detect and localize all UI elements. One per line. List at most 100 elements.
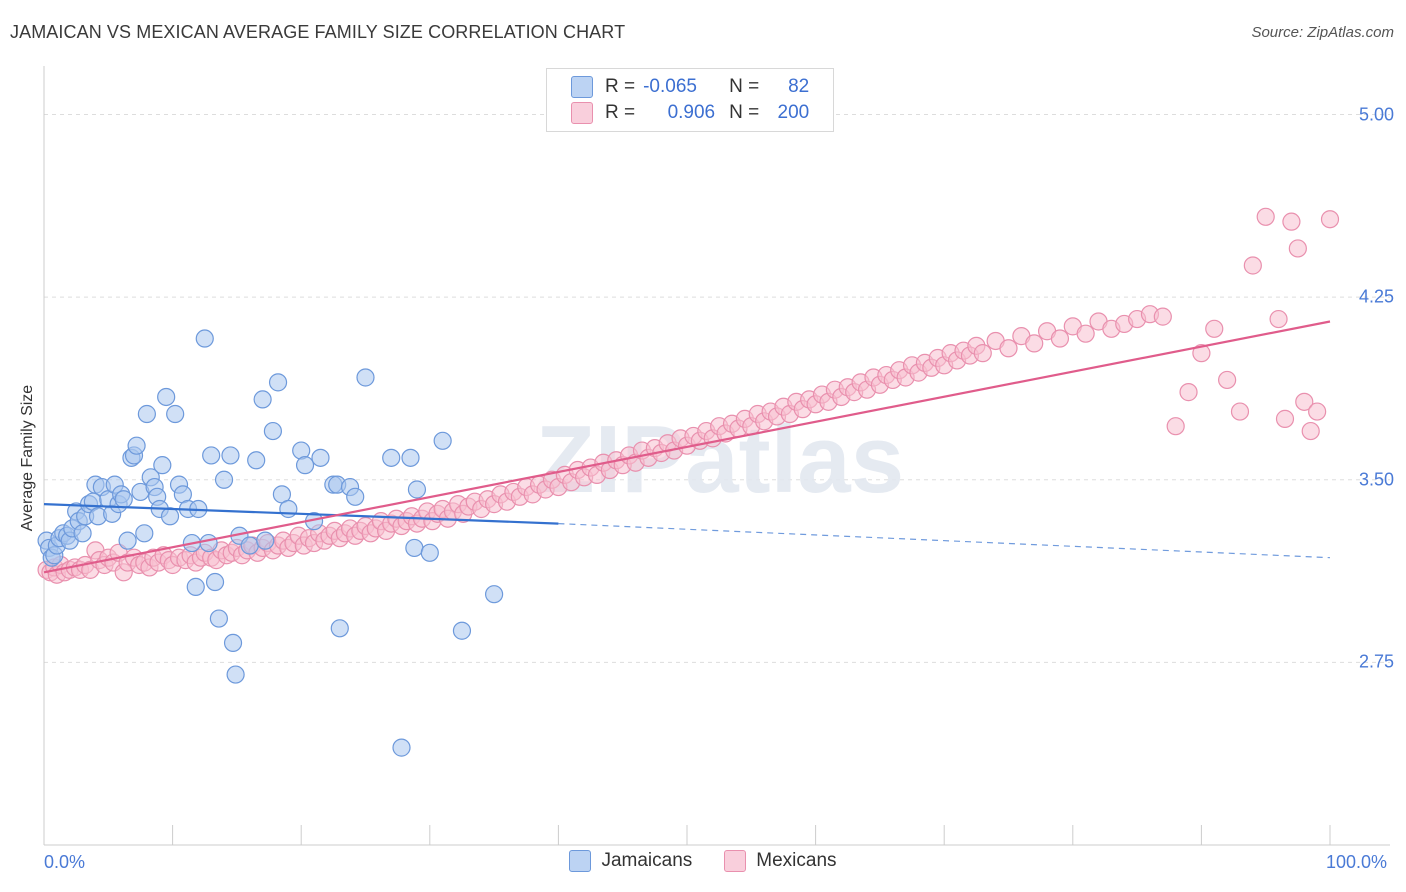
- jamaicans-point: [356, 368, 375, 387]
- chart-title: JAMAICAN VS MEXICAN AVERAGE FAMILY SIZE …: [10, 22, 626, 42]
- jamaicans-point: [311, 448, 330, 467]
- r-label: R =: [605, 102, 636, 123]
- jamaicans-point: [226, 665, 245, 684]
- y-tick-label: 4.25: [1358, 286, 1394, 307]
- jamaicans-point: [392, 738, 411, 757]
- n-value: 82: [788, 76, 810, 97]
- mexicans-point: [973, 344, 992, 363]
- jamaicans-point: [433, 431, 452, 450]
- jamaicans-point: [221, 446, 240, 465]
- jamaicans-point: [253, 390, 272, 409]
- mexicans-point: [1050, 329, 1070, 348]
- jamaicans-swatch: [569, 850, 592, 872]
- mexicans-swatch: [724, 850, 747, 872]
- mexicans-point: [1320, 210, 1340, 229]
- legend-item-jamaicans[interactable]: Jamaicans: [569, 850, 692, 872]
- mexicans-point: [1153, 307, 1172, 326]
- jamaicans-point: [127, 436, 146, 455]
- jamaicans-point: [157, 387, 176, 407]
- mexicans-point: [1301, 421, 1320, 441]
- r-label: R =: [605, 76, 636, 97]
- jamaicans-point: [405, 538, 424, 558]
- jamaicans-point: [223, 633, 243, 653]
- jamaicans-point: [382, 448, 401, 467]
- n-label: N =: [729, 76, 760, 97]
- jamaicans-point: [247, 451, 266, 470]
- jamaicans-point: [407, 480, 427, 499]
- axes: [43, 66, 1390, 846]
- y-tick-label: 2.75: [1358, 651, 1394, 672]
- mexicans-point: [1192, 344, 1211, 363]
- mexicans-point: [1025, 334, 1044, 353]
- jamaicans-point: [73, 524, 92, 543]
- jamaicans-point: [186, 577, 205, 596]
- mexicans-point: [1076, 324, 1095, 343]
- jamaicans-trend-extension: [558, 522, 1331, 559]
- legend-item-mexicans[interactable]: Mexicans: [724, 850, 837, 872]
- r-value: 0.906: [667, 102, 716, 123]
- series-legend: Jamaicans Mexicans: [0, 850, 1406, 872]
- legend-row-jamaicans: R = -0.065 N = 82: [571, 75, 809, 99]
- jamaicans-point: [118, 531, 137, 550]
- y-tick-label: 3.50: [1358, 469, 1394, 490]
- jamaicans-point: [295, 456, 315, 475]
- x-tick-max: 100.0%: [1326, 852, 1388, 872]
- jamaicans-point: [205, 572, 225, 592]
- gridlines: [44, 114, 1390, 663]
- mexicans-point: [1243, 256, 1262, 275]
- jamaicans-point: [166, 404, 185, 424]
- jamaicans-point: [279, 499, 298, 519]
- n-label: N =: [729, 102, 760, 123]
- jamaicans-point: [202, 446, 221, 465]
- jamaicans-point: [268, 373, 288, 392]
- jamaicans-point: [195, 329, 214, 348]
- jamaicans-point: [160, 507, 180, 526]
- mexicans-point: [1230, 402, 1250, 421]
- legend-row-mexicans: R = 0.906 N = 200: [571, 101, 809, 125]
- mexicans-point: [1308, 402, 1327, 421]
- jamaicans-point: [214, 470, 234, 489]
- mexicans-point: [1218, 370, 1237, 390]
- jamaicans-point: [485, 585, 504, 604]
- n-value: 200: [777, 102, 810, 123]
- jamaicans-point: [153, 456, 172, 475]
- x-tick-min: 0.0%: [44, 852, 86, 872]
- jamaicans-point: [240, 536, 259, 555]
- y-tick-label: 5.00: [1358, 104, 1394, 125]
- jamaicans-point: [263, 421, 283, 441]
- mexicans-point: [1288, 239, 1307, 258]
- jamaicans-point: [199, 533, 218, 553]
- jamaicans-point: [114, 490, 133, 509]
- mexicans-point: [1295, 392, 1314, 411]
- jamaicans-point: [452, 621, 472, 640]
- jamaicans-point: [420, 543, 439, 562]
- jamaicans-point: [256, 531, 275, 550]
- jamaicans-point: [330, 619, 349, 638]
- mexicans-points: [37, 207, 1340, 584]
- legend-label-mexicans: Mexicans: [756, 850, 837, 871]
- jamaicans-point: [346, 487, 365, 506]
- mexicans-point: [1275, 409, 1295, 428]
- mexicans-point: [1256, 207, 1275, 226]
- mexicans-point: [999, 339, 1018, 358]
- trend-lines: [43, 320, 1331, 574]
- stats-legend: R = -0.065 N = 82 R = 0.906 N = 200: [546, 68, 834, 132]
- mexicans-point: [1269, 309, 1288, 329]
- chart-source: Source: ZipAtlas.com: [1251, 24, 1394, 41]
- r-value: -0.065: [643, 76, 697, 97]
- mexicans-point: [1179, 383, 1198, 402]
- jamaicans-trend-line: [43, 503, 559, 525]
- legend-label-jamaicans: Jamaicans: [601, 850, 693, 871]
- jamaicans-point: [135, 524, 154, 543]
- jamaicans-point: [401, 448, 420, 467]
- mexicans-swatch: [571, 102, 593, 124]
- jamaicans-swatch: [571, 76, 593, 98]
- mexicans-point: [1205, 319, 1224, 338]
- mexicans-trend-line: [43, 320, 1331, 574]
- jamaicans-point: [209, 609, 228, 628]
- jamaicans-point: [137, 404, 156, 424]
- jamaicans-points: [37, 329, 504, 757]
- mexicans-point: [1166, 417, 1185, 436]
- mexicans-point: [1282, 212, 1301, 231]
